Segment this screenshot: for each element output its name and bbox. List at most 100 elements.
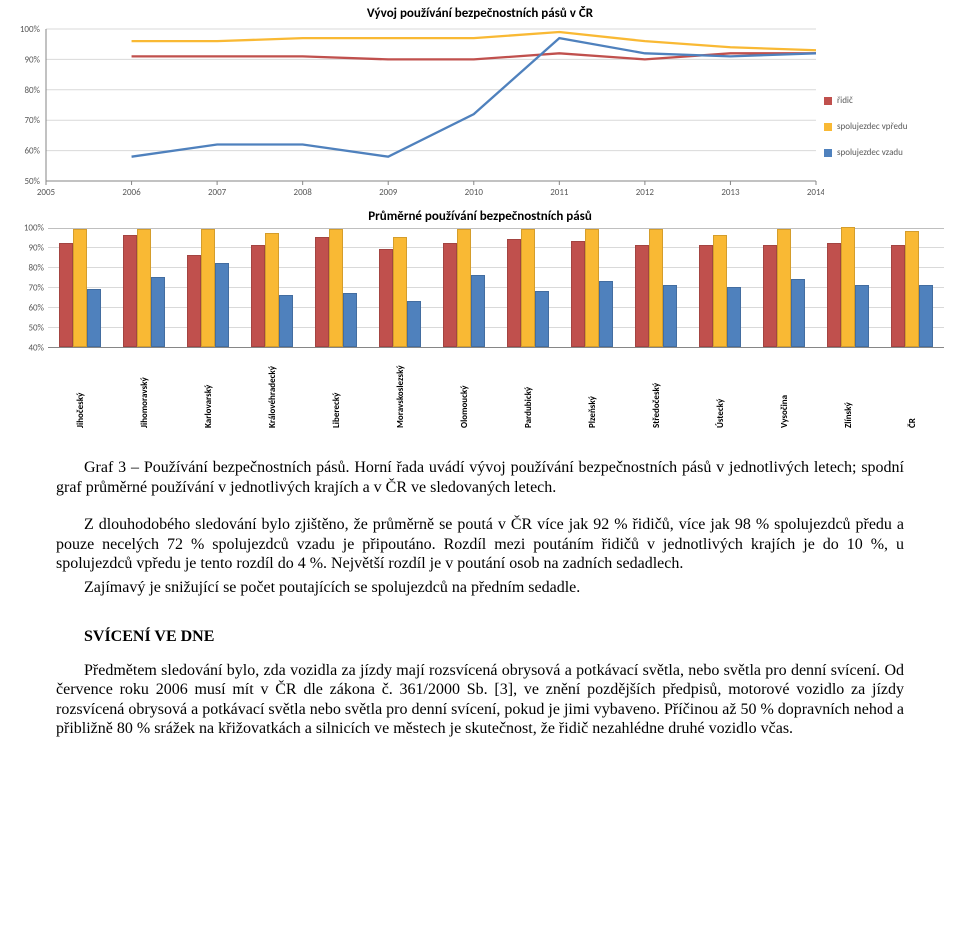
bar <box>87 289 101 347</box>
bar-x-label: Pardubický <box>524 348 533 432</box>
section-heading: SVÍCENÍ VE DNE <box>84 627 904 647</box>
bar-x-label: Královéhradecký <box>268 348 277 432</box>
section-paragraph: Předmětem sledování bylo, zda vozidla za… <box>56 661 904 739</box>
bar <box>457 229 471 347</box>
svg-text:2005: 2005 <box>37 187 56 197</box>
bar <box>407 301 421 347</box>
bar-group <box>827 227 869 347</box>
bar-x-label: Karlovarský <box>204 348 213 432</box>
bar-group <box>251 233 293 347</box>
svg-text:2010: 2010 <box>465 187 484 197</box>
bar <box>187 255 201 347</box>
bar <box>251 245 265 347</box>
bar <box>585 229 599 347</box>
bar-chart-wrap: 100%90%80%70%60%50%40% Jihočeský Jihomora… <box>10 228 950 432</box>
bar-x-label: Moravskoslezský <box>396 348 405 432</box>
bar <box>343 293 357 347</box>
bar <box>827 243 841 347</box>
svg-text:2014: 2014 <box>807 187 824 197</box>
bar-group <box>379 237 421 347</box>
legend-swatch <box>824 97 832 105</box>
bar <box>635 245 649 347</box>
bar-group <box>699 235 741 347</box>
body-text: Graf 3 – Používání bezpečnostních pásů. … <box>0 432 960 739</box>
bar-x-label: Plzeňský <box>588 348 597 432</box>
legend-label: spolujezdec vpředu <box>837 121 907 132</box>
bar <box>265 233 279 347</box>
bar <box>841 227 855 347</box>
bar <box>905 231 919 347</box>
bar-x-label: Jihomoravský <box>140 348 149 432</box>
bar-y-axis-labels: 100%90%80%70%60%50%40% <box>10 228 46 348</box>
bar <box>713 235 727 347</box>
bar-x-label: Olomoucký <box>460 348 469 432</box>
bar <box>663 285 677 347</box>
svg-text:2006: 2006 <box>122 187 141 197</box>
bar-chart-plot <box>48 228 944 348</box>
legend-item: spolujezdec vzadu <box>824 147 950 158</box>
bar <box>201 229 215 347</box>
legend-item: řidič <box>824 95 950 106</box>
line-chart-legend: řidič spolujezdec vpředu spolujezdec vzadu <box>824 25 950 197</box>
legend-swatch <box>824 149 832 157</box>
bar-x-label: ČR <box>908 348 917 432</box>
svg-text:2007: 2007 <box>208 187 227 197</box>
svg-text:2011: 2011 <box>550 187 569 197</box>
legend-label: řidič <box>837 95 853 106</box>
bar <box>329 229 343 347</box>
legend-label: spolujezdec vzadu <box>837 147 903 158</box>
bar <box>379 249 393 347</box>
bar-group <box>507 229 549 347</box>
bar <box>443 243 457 347</box>
line-chart-plot: 100%90%80%70%60%50%200520062007200820092… <box>4 25 824 197</box>
bar-group <box>187 229 229 347</box>
bar <box>891 245 905 347</box>
bar <box>73 229 87 347</box>
svg-text:100%: 100% <box>20 25 41 35</box>
bar <box>919 285 933 347</box>
bar-group <box>891 231 933 347</box>
bar <box>215 263 229 347</box>
legend-item: spolujezdec vpředu <box>824 121 950 132</box>
bar <box>315 237 329 347</box>
bar-chart-title: Průměrné používání bezpečnostních pásů <box>0 209 960 224</box>
bar <box>649 229 663 347</box>
bar-x-label: Středočeský <box>652 348 661 432</box>
svg-text:90%: 90% <box>24 54 40 65</box>
line-chart-title: Vývoj používání bezpečnostních pásů v ČR <box>0 6 960 21</box>
bar <box>471 275 485 347</box>
svg-text:2009: 2009 <box>379 187 398 197</box>
bar-group <box>59 229 101 347</box>
bar <box>59 243 73 347</box>
bar <box>279 295 293 347</box>
svg-text:2008: 2008 <box>294 187 313 197</box>
bar-group <box>635 229 677 347</box>
bar-group <box>763 229 805 347</box>
analysis-paragraph-2: Zajímavý je snižující se počet poutající… <box>56 578 904 598</box>
bar-x-label: Jihočeský <box>76 348 85 432</box>
bar <box>777 229 791 347</box>
bar-group <box>315 229 357 347</box>
bar-group <box>123 229 165 347</box>
svg-text:60%: 60% <box>24 146 40 157</box>
bar-group <box>443 229 485 347</box>
analysis-paragraph-1: Z dlouhodobého sledování bylo zjištěno, … <box>56 515 904 574</box>
bar <box>393 237 407 347</box>
line-chart-wrap: 100%90%80%70%60%50%200520062007200820092… <box>0 25 960 197</box>
bar-x-label: Zlínský <box>844 348 853 432</box>
bar <box>151 277 165 347</box>
bar-chart-block: Průměrné používání bezpečnostních pásů 1… <box>0 209 960 432</box>
bar-x-label: Vysočina <box>780 348 789 432</box>
svg-text:50%: 50% <box>24 176 40 187</box>
bar <box>571 241 585 347</box>
bar <box>507 239 521 347</box>
bar-x-label: Ústecký <box>716 348 725 432</box>
bar <box>727 287 741 347</box>
bar-x-label: Liberecký <box>332 348 341 432</box>
bar <box>521 229 535 347</box>
svg-text:2012: 2012 <box>636 187 655 197</box>
bar-group <box>571 229 613 347</box>
line-chart-block: Vývoj používání bezpečnostních pásů v ČR… <box>0 6 960 197</box>
svg-text:80%: 80% <box>24 85 40 96</box>
bar <box>855 285 869 347</box>
